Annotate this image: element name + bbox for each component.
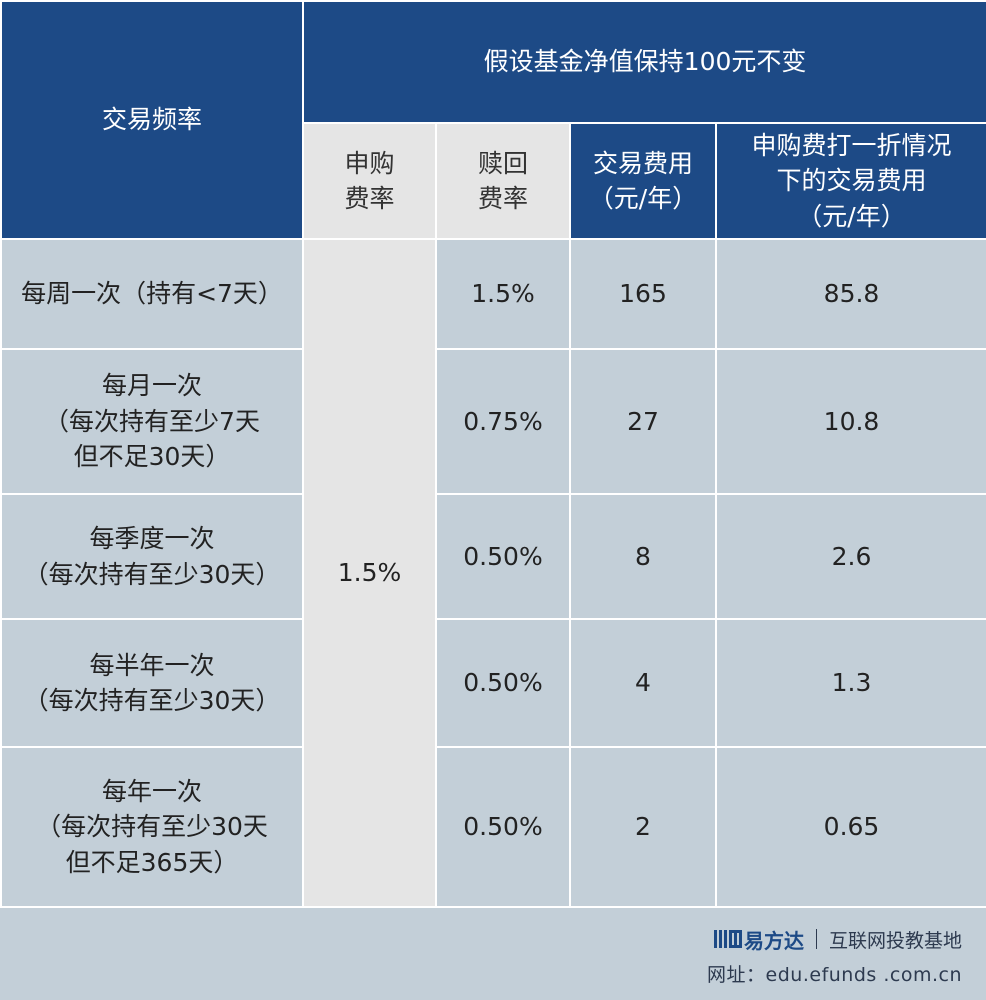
row-cost: 8: [569, 493, 717, 620]
row-frequency-line: （每次持有至少7天: [44, 406, 260, 436]
table-row: 每半年一次 （每次持有至少30天） 0.50% 4 1.3: [0, 618, 986, 748]
efunds-logo-icon: [713, 930, 742, 948]
row-frequency-line: 每年一次: [101, 776, 202, 806]
brand-tagline: 互联网投教基地: [828, 929, 962, 952]
row-discount-cost: 85.8: [714, 238, 986, 350]
row-frequency-line: （每次持有至少30天: [36, 812, 268, 842]
row-redemption: 0.75%: [435, 348, 571, 495]
header-discount-cost-line2: 下的交易费用: [776, 166, 927, 196]
row-redemption: 0.50%: [435, 493, 571, 620]
row-frequency-line: 但不足30天）: [73, 442, 231, 472]
header-subscription-rate-line2: 费率: [344, 184, 395, 213]
table-row: 每年一次 （每次持有至少30天 但不足365天） 0.50% 2 0.65: [0, 746, 986, 908]
row-frequency: 每周一次（持有<7天）: [0, 238, 304, 350]
table-row: 每月一次 （每次持有至少7天 但不足30天） 0.75% 27 10.8: [0, 348, 986, 495]
table-row: 每周一次（持有<7天） 1.5% 1.5% 165 85.8: [0, 238, 986, 908]
row-cost: 2: [569, 746, 717, 908]
table-row: 每季度一次 （每次持有至少30天） 0.50% 8 2.6: [0, 493, 986, 620]
row-frequency: 每半年一次 （每次持有至少30天）: [0, 618, 304, 748]
header-discount-cost-line1: 申购费打一折情况: [751, 130, 952, 160]
row-redemption: 1.5%: [435, 238, 571, 350]
row-discount-cost: 2.6: [714, 493, 986, 620]
row-frequency: 每月一次 （每次持有至少7天 但不足30天）: [0, 348, 304, 495]
row-frequency: 每季度一次 （每次持有至少30天）: [0, 493, 304, 620]
row-frequency: 每年一次 （每次持有至少30天 但不足365天）: [0, 746, 304, 908]
brand-row: 易方达 互联网投教基地: [707, 924, 962, 954]
fee-table: 交易频率 假设基金净值保持100元不变 申购 费率 赎回 费率 交易费用 （元/…: [0, 0, 986, 908]
row-frequency-line: 每半年一次: [89, 650, 215, 680]
header-trade-cost-line1: 交易费用: [592, 148, 693, 178]
brand-divider: [815, 929, 817, 949]
row-frequency-line: 但不足365天）: [65, 847, 239, 877]
header-subscription-rate-line1: 申购: [344, 148, 395, 178]
row-cost: 27: [569, 348, 717, 495]
row-redemption: 0.50%: [435, 618, 571, 748]
website-url: 网址：edu.efunds .com.cn: [707, 964, 962, 986]
header-subscription-rate: 申购 费率: [302, 122, 437, 240]
footer: 易方达 互联网投教基地 网址：edu.efunds .com.cn: [707, 924, 962, 987]
row-frequency-line: 每月一次: [101, 371, 202, 401]
header-trade-cost: 交易费用 （元/年）: [569, 122, 717, 240]
row-discount-cost: 1.3: [714, 618, 986, 748]
subscription-rate-value: 1.5%: [302, 238, 437, 908]
row-frequency-line: 每周一次（持有<7天）: [21, 279, 283, 309]
header-discount-cost-line3: （元/年）: [797, 201, 906, 231]
row-frequency-line: （每次持有至少30天）: [23, 559, 281, 589]
row-discount-cost: 0.65: [714, 746, 986, 908]
row-cost: 165: [569, 238, 717, 350]
row-discount-cost: 10.8: [714, 348, 986, 495]
header-trade-cost-line2: （元/年）: [588, 184, 698, 213]
brand-name: 易方达: [743, 928, 804, 953]
header-redemption-rate-line1: 赎回: [477, 148, 528, 178]
header-assumption: 假设基金净值保持100元不变: [301, 0, 986, 124]
header-redemption-rate-line2: 费率: [477, 184, 528, 213]
row-cost: 4: [569, 618, 717, 748]
row-frequency-line: 每季度一次: [89, 524, 215, 553]
row-frequency-line: （每次持有至少30天）: [23, 686, 281, 715]
header-discount-cost: 申购费打一折情况 下的交易费用 （元/年）: [714, 122, 986, 240]
row-redemption: 0.50%: [435, 746, 571, 908]
header-redemption-rate: 赎回 费率: [435, 122, 571, 240]
header-frequency: 交易频率: [0, 0, 304, 240]
